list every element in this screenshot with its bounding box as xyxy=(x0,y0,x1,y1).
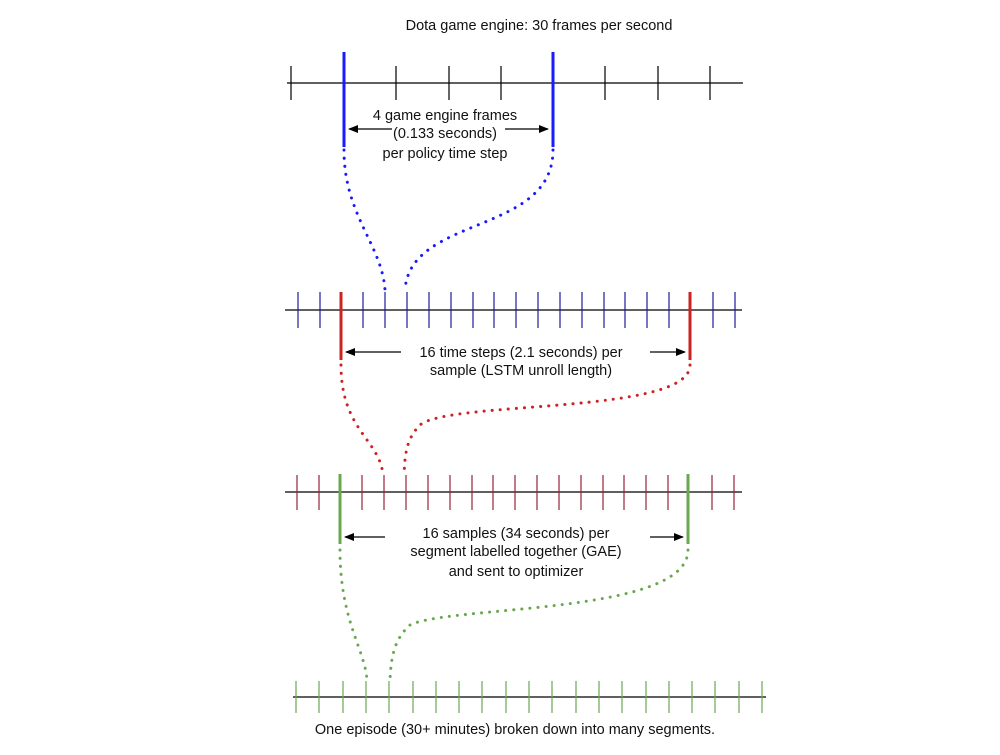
connector-left xyxy=(338,548,369,682)
samples-label-line-2: segment labelled together (GAE) xyxy=(410,544,621,560)
frames-label-line-1: 4 game engine frames xyxy=(373,108,517,124)
connector-right xyxy=(403,148,555,292)
episode-caption: One episode (30+ minutes) broken down in… xyxy=(315,722,715,738)
segment-ticks xyxy=(295,681,763,713)
frames-label-line-3: per policy time step xyxy=(383,146,508,162)
sample-to-segment-connectors xyxy=(338,548,690,682)
steps-label-line-1: 16 time steps (2.1 seconds) per xyxy=(419,345,622,361)
segment-timeline xyxy=(293,681,766,713)
samples-label-line-1: 16 samples (34 seconds) per xyxy=(423,526,610,542)
time-step-timeline: 16 time steps (2.1 seconds) per sample (… xyxy=(285,292,742,379)
connector-left xyxy=(339,363,385,477)
connector-right xyxy=(388,548,690,682)
time-step-ticks xyxy=(297,292,736,328)
steps-label-line-2: sample (LSTM unroll length) xyxy=(430,363,612,379)
connector-right xyxy=(402,363,692,477)
connector-left xyxy=(342,148,387,292)
frame-timeline: 4 game engine frames (0.133 seconds) per… xyxy=(287,52,743,162)
frame-to-step-connectors xyxy=(342,148,555,292)
sample-timeline: 16 samples (34 seconds) per segment labe… xyxy=(285,474,742,580)
frame-ticks xyxy=(290,66,711,100)
samples-label-line-3: and sent to optimizer xyxy=(449,564,584,580)
frames-label-line-2: (0.133 seconds) xyxy=(393,126,497,142)
step-to-sample-connectors xyxy=(339,363,692,477)
diagram-title: Dota game engine: 30 frames per second xyxy=(406,18,673,34)
sample-ticks xyxy=(296,475,735,510)
